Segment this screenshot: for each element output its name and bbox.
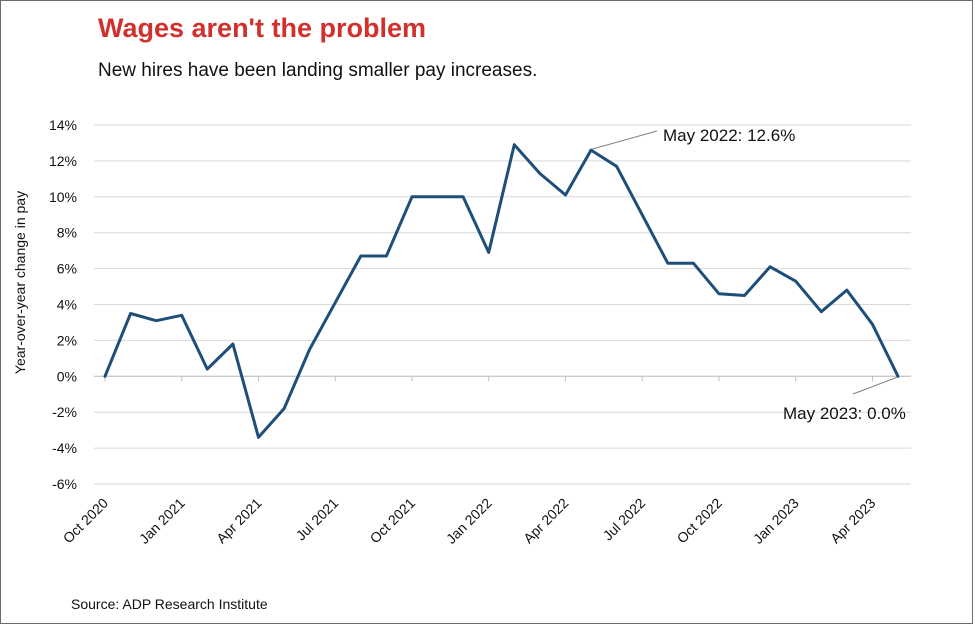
annotation-leader — [591, 130, 658, 150]
x-tick-label: Oct 2020 — [60, 495, 112, 547]
chart-title: Wages aren't the problem — [98, 13, 426, 43]
x-tick-label: Oct 2022 — [674, 495, 726, 547]
y-tick-label: -4% — [52, 440, 77, 456]
x-tick-label: Oct 2021 — [367, 495, 419, 547]
annotations: May 2022: 12.6% May 2023: 0.0% — [591, 126, 906, 423]
y-tick-label: 0% — [57, 368, 77, 384]
x-tick-label: Jul 2021 — [293, 495, 342, 544]
y-tick-label: 12% — [49, 153, 77, 169]
x-tick-label: Apr 2021 — [213, 495, 265, 547]
x-tick-label: Apr 2023 — [827, 495, 879, 547]
gridlines — [94, 124, 911, 485]
x-tick-label: Jan 2022 — [443, 495, 495, 547]
y-tick-label: 8% — [57, 225, 77, 241]
annotation-label: May 2023: 0.0% — [783, 404, 906, 423]
annotation-label: May 2022: 12.6% — [663, 126, 795, 145]
series — [103, 143, 900, 439]
x-tick-label: Jul 2022 — [600, 495, 649, 544]
y-axis-label: Year-over-year change in pay — [12, 191, 28, 374]
y-tick-label: -2% — [52, 404, 77, 420]
x-tick-label: Jan 2023 — [750, 495, 802, 547]
y-axis-ticks: 14% 12% 10% 8% 6% 4% 2% 0% -2% -4% -6% — [49, 117, 77, 492]
y-tick-label: -6% — [52, 476, 77, 492]
x-tick-label: Apr 2022 — [520, 495, 572, 547]
annotation-leader — [852, 376, 898, 395]
y-tick-label: 4% — [57, 297, 77, 313]
x-axis-ticks: Oct 2020 Jan 2021 Apr 2021 Jul 2021 Oct 2021… — [60, 495, 879, 547]
line-chart: 14% 12% 10% 8% 6% 4% 2% 0% -2% -4% -6% Oct 2020 Jan… — [12, 117, 911, 547]
y-tick-label: 10% — [49, 189, 77, 205]
y-tick-label: 14% — [49, 117, 77, 133]
y-tick-label: 2% — [57, 332, 77, 348]
x-tick-label: Jan 2021 — [136, 495, 188, 547]
chart-subtitle: New hires have been landing smaller pay … — [98, 60, 538, 81]
source-note: Source: ADP Research Institute — [71, 596, 268, 612]
y-tick-label: 6% — [57, 261, 77, 277]
series-line — [103, 143, 900, 439]
